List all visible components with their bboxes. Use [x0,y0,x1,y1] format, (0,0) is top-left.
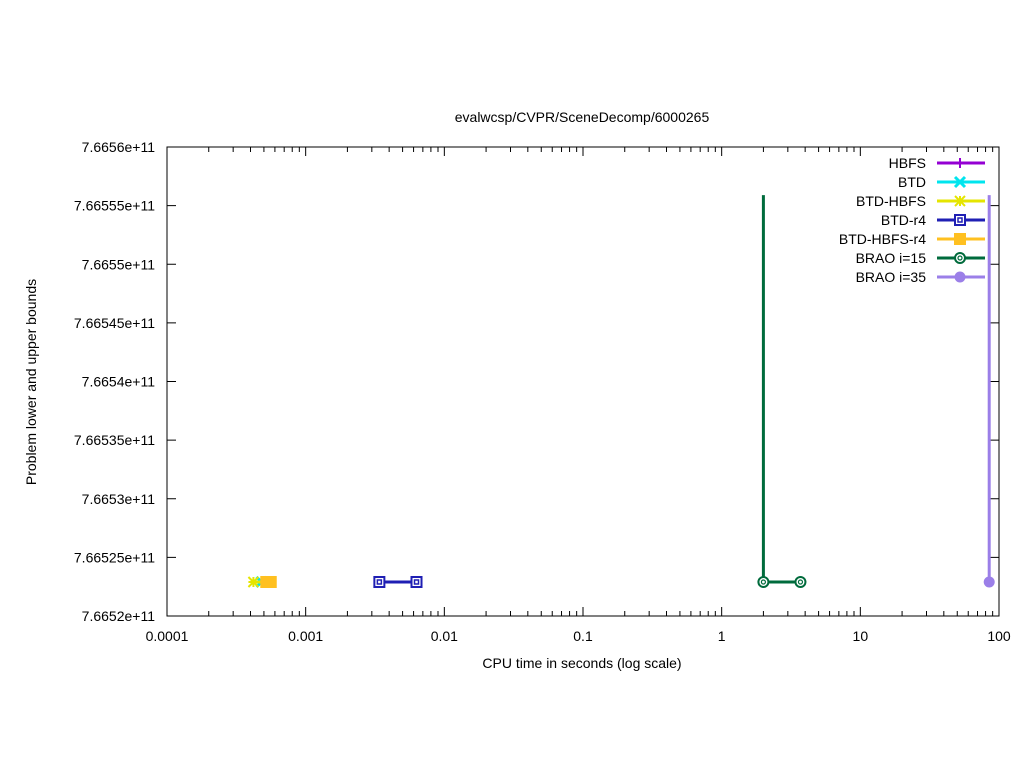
series-btd-hbfs-r4 [260,575,277,588]
x-axis: 0.0001 0.001 0.01 0.1 1 10 100 [146,147,1011,644]
filled-circle-marker [954,271,966,283]
plus-marker [955,158,965,168]
y-axis: 7.6652e+11 7.66525e+11 7.6653e+11 7.66535e+… [74,139,999,624]
series-layer [247,195,995,589]
filled-square-marker [954,233,966,245]
legend-entry: BTD [898,174,985,190]
legend-entry: BTD-r4 [881,212,985,228]
y-tick-label: 7.6652e+11 [82,608,156,624]
x-tick-label: 100 [987,628,1011,644]
y-tick-label: 7.6654e+11 [82,374,156,390]
legend-label: BTD-r4 [881,212,926,228]
legend-label: BRAO i=35 [856,269,927,285]
legend-label: BRAO i=15 [856,250,927,266]
y-axis-label: Problem lower and upper bounds [23,279,39,485]
x-tick-label: 0.01 [431,628,458,644]
x-tick-label: 0.1 [573,628,593,644]
square-marker [410,575,423,588]
circle-marker-inner [957,255,963,261]
series-line [761,195,801,584]
circle-marker [757,575,770,588]
legend-label: HBFS [889,155,926,171]
y-tick-label: 7.6653e+11 [82,491,156,507]
square-marker-inner [376,579,383,585]
filled-circle-marker [983,576,995,588]
legend-entry: BRAO i=35 [856,269,985,285]
y-tick-label: 7.66545e+11 [74,315,155,331]
legend-label: BTD-HBFS [856,193,926,209]
x-tick-label: 1 [718,628,726,644]
circle-marker [954,252,966,264]
star-marker [247,576,260,588]
square-marker-inner [413,579,420,585]
legend-entry: BRAO i=15 [856,250,985,266]
y-tick-label: 7.6655e+11 [82,256,156,272]
x-tick-label: 0.001 [288,628,323,644]
circle-marker [794,575,807,588]
series-brao-i-15 [757,195,807,588]
circle-marker-inner [797,579,804,585]
legend: HBFS BTD BTD-HBFS BTD-r4 BTD-HBFS-r4 BRAO i=1… [839,155,985,285]
y-tick-label: 7.66555e+11 [74,198,155,214]
series-btd-r4 [373,575,423,588]
legend-entry: HBFS [889,155,985,171]
cross-marker [953,175,967,189]
y-tick-label: 7.6656e+11 [82,139,156,155]
star-marker [954,195,966,207]
legend-entry: BTD-HBFS-r4 [839,231,985,247]
square-marker [954,214,966,226]
circle-marker-inner [760,579,767,585]
legend-label: BTD-HBFS-r4 [839,231,926,247]
x-tick-label: 10 [853,628,869,644]
square-marker [373,575,386,588]
plot-area-frame [166,146,1000,617]
filled-square-marker [264,575,277,588]
x-axis-label: CPU time in seconds (log scale) [482,655,681,671]
chart-title: evalwcsp/CVPR/SceneDecomp/6000265 [455,109,710,125]
square-marker-inner [957,217,963,223]
series-brao-i-35 [983,195,995,588]
legend-label: BTD [898,174,926,190]
legend-entry: BTD-HBFS [856,193,985,209]
x-tick-label: 0.0001 [146,628,189,644]
y-tick-label: 7.66525e+11 [74,549,155,565]
y-tick-label: 7.66535e+11 [74,432,155,448]
